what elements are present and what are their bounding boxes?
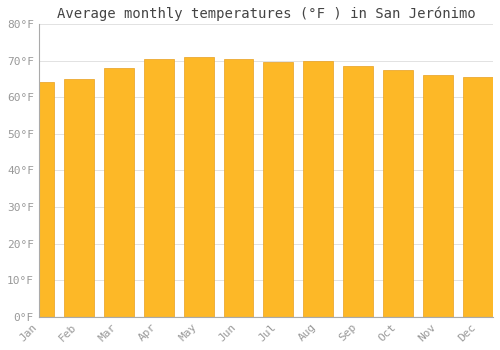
Bar	[104, 68, 134, 317]
Bar	[184, 57, 214, 317]
Bar	[304, 61, 334, 317]
Bar	[383, 70, 413, 317]
Title: Average monthly temperatures (°F ) in San Jerónimo: Average monthly temperatures (°F ) in Sa…	[56, 7, 476, 21]
Bar	[463, 77, 493, 317]
Bar	[144, 59, 174, 317]
Bar	[344, 66, 374, 317]
Bar	[24, 82, 54, 317]
Bar	[64, 79, 94, 317]
Bar	[224, 59, 254, 317]
Bar	[423, 75, 453, 317]
Bar	[264, 62, 294, 317]
